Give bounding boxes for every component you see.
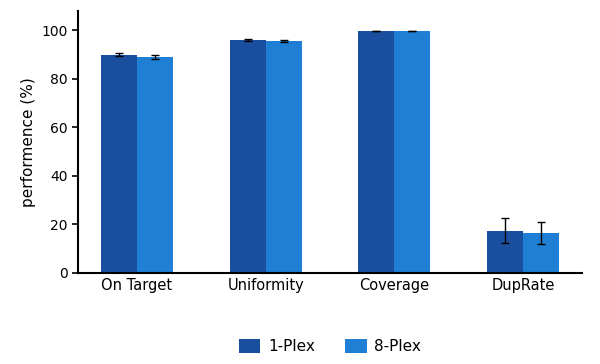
Y-axis label: performence (%): performence (%) <box>20 77 35 207</box>
Bar <box>487 230 523 273</box>
Legend: 1-Plex, 8-Plex: 1-Plex, 8-Plex <box>233 333 427 360</box>
Bar <box>266 41 302 273</box>
Bar <box>394 31 430 273</box>
Bar <box>230 40 266 273</box>
Bar <box>358 31 394 273</box>
Bar <box>137 57 173 273</box>
Bar <box>101 55 137 273</box>
Bar <box>523 233 559 273</box>
